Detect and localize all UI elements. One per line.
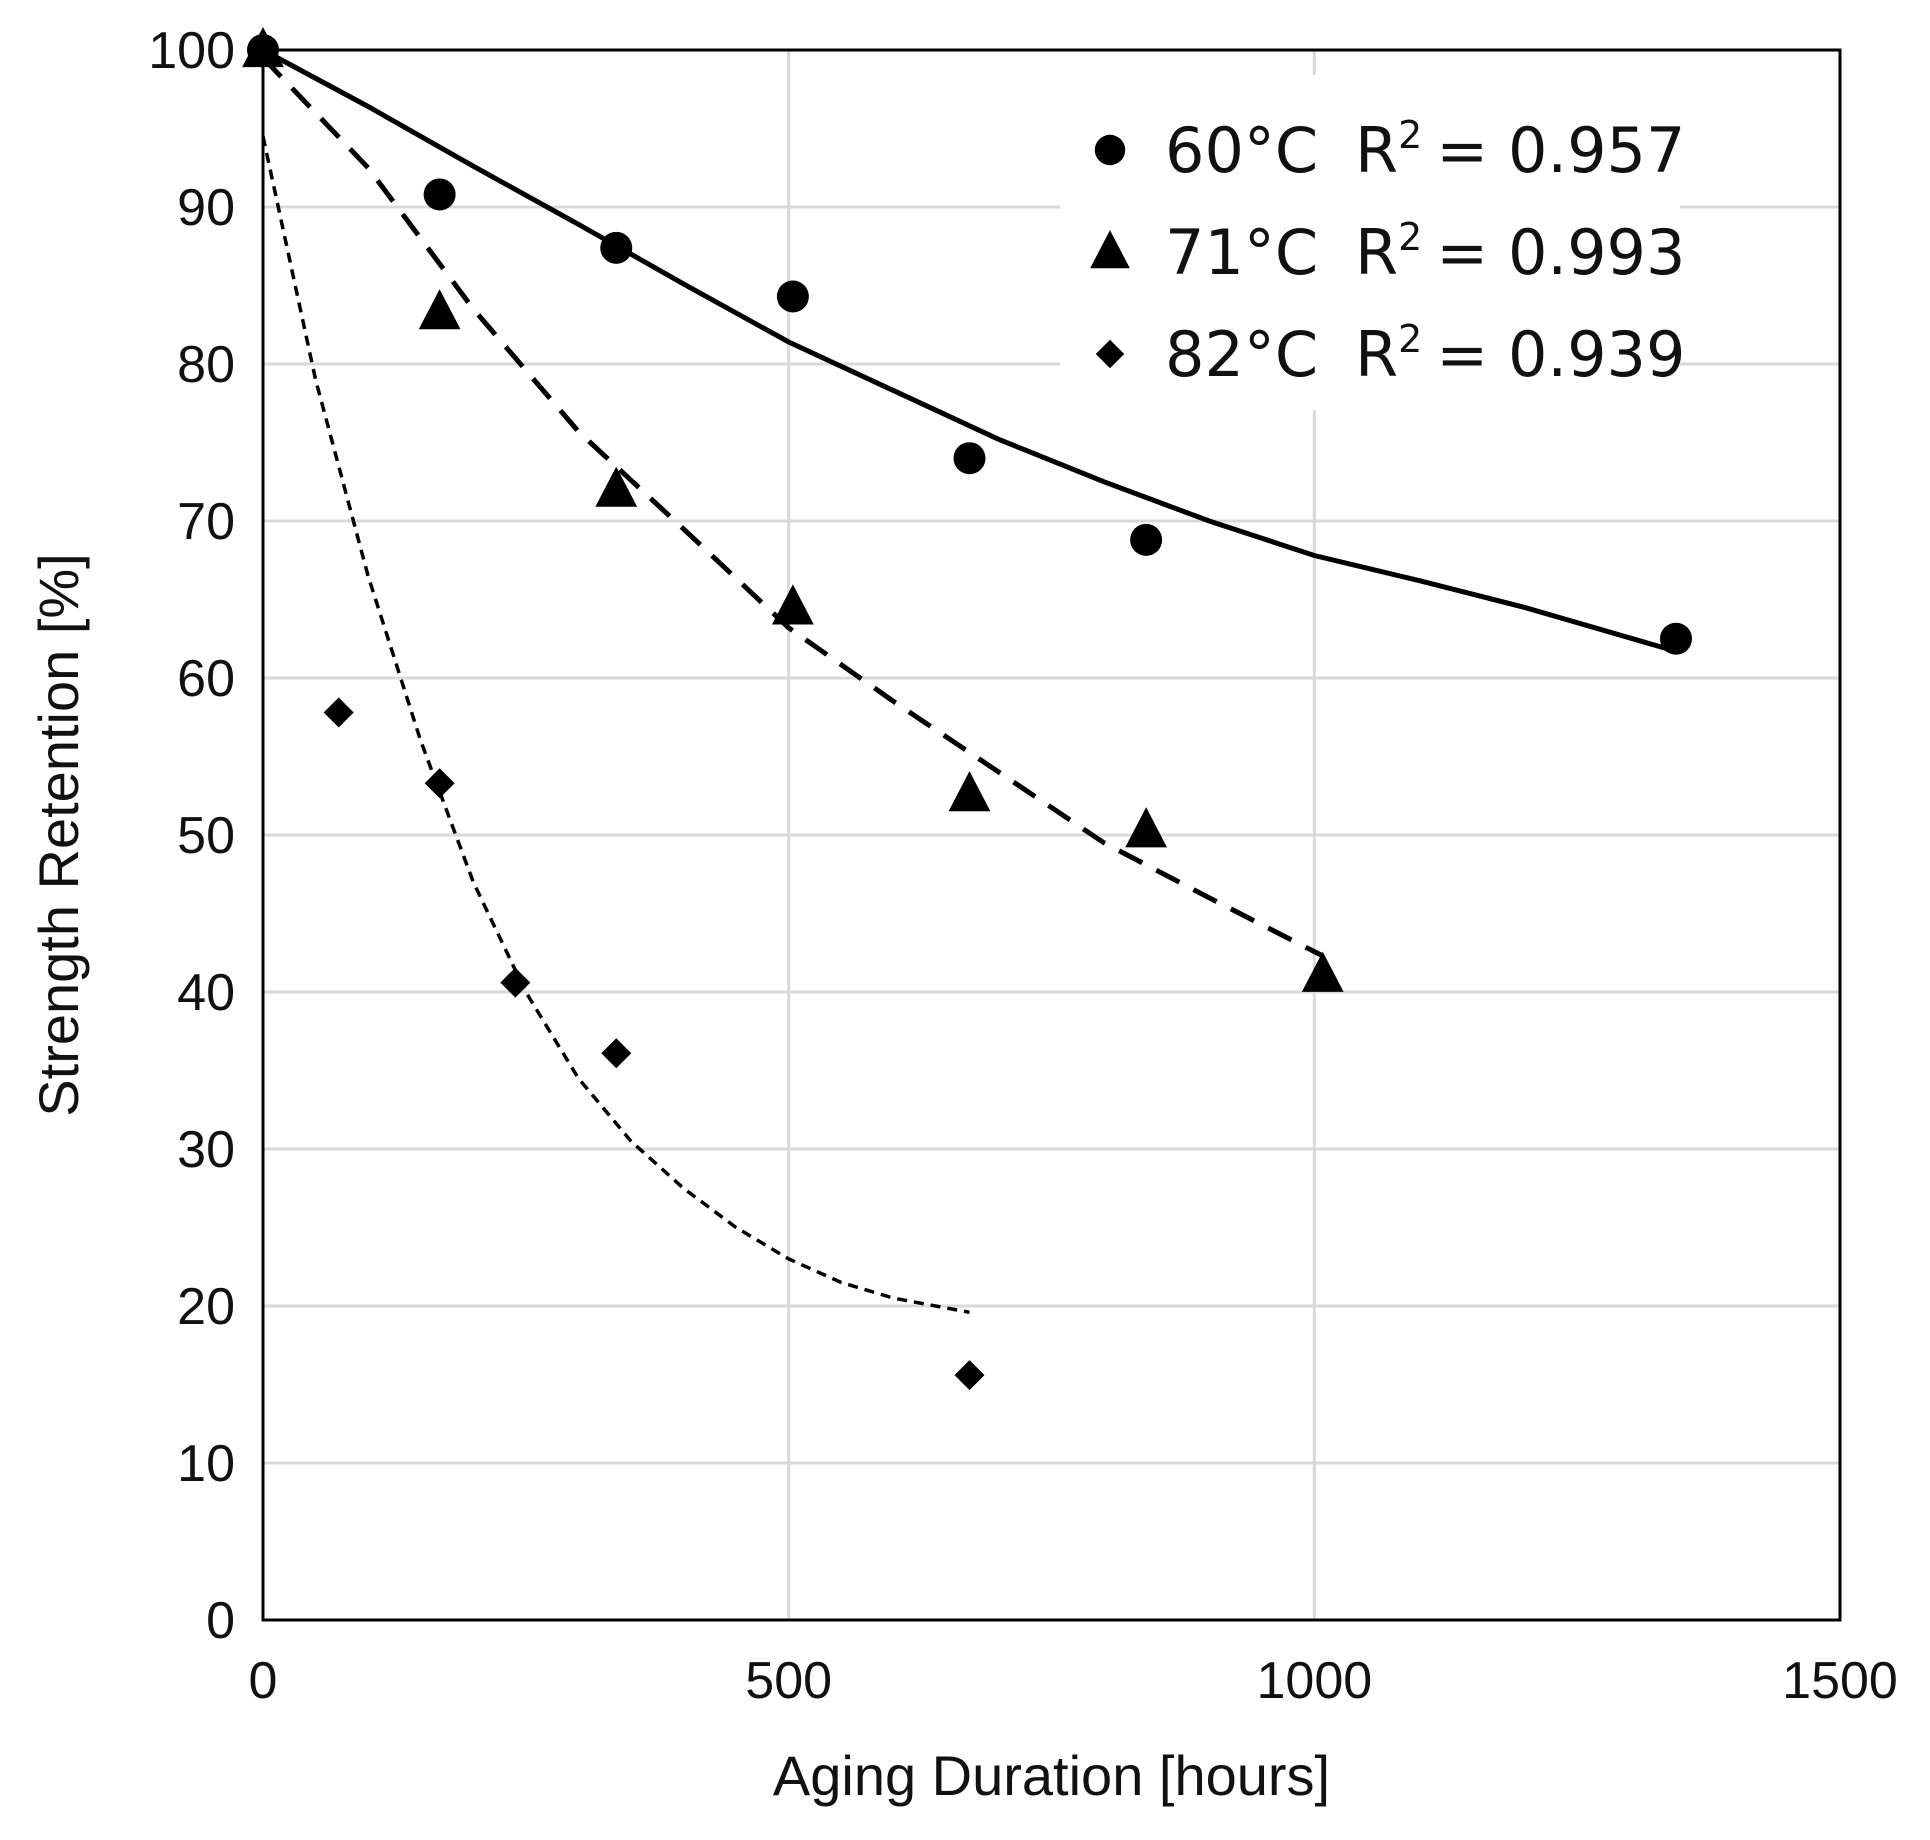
data-point-60c	[953, 442, 986, 475]
data-point-82c	[424, 768, 455, 799]
legend-marker-82c	[1095, 339, 1125, 369]
legend-r2-71c: R2 = 0.993	[1355, 215, 1685, 289]
legend-r2-82c: R2 = 0.939	[1355, 317, 1685, 391]
data-point-71c	[1301, 951, 1344, 992]
trendline-82c	[261, 136, 970, 1315]
y-tick-label: 40	[177, 964, 235, 1022]
data-point-82c	[954, 1360, 985, 1391]
data-point-71c	[948, 771, 991, 812]
data-point-60c	[776, 280, 809, 313]
data-point-82c	[323, 697, 354, 728]
data-points	[242, 27, 1692, 1391]
r2-value: = 0.939	[1436, 318, 1685, 391]
y-tick-label: 100	[148, 22, 235, 80]
r2-symbol: R	[1355, 216, 1398, 289]
r2-value: = 0.993	[1436, 216, 1685, 289]
x-axis-title: Aging Duration [hours]	[773, 1744, 1330, 1807]
x-tick-label: 0	[249, 1652, 278, 1710]
y-tick-label: 90	[177, 179, 235, 237]
data-point-60c	[1130, 523, 1163, 556]
legend-label-82c: 82°C	[1165, 318, 1318, 391]
r2-superscript: 2	[1398, 317, 1422, 361]
x-tick-label: 500	[745, 1652, 832, 1710]
y-tick-label: 80	[177, 336, 235, 394]
y-tick-label: 70	[177, 493, 235, 551]
y-tick-label: 20	[177, 1278, 235, 1336]
legend-background	[1060, 75, 1680, 410]
legend-label-60c: 60°C	[1165, 114, 1318, 187]
trendlines	[261, 47, 1677, 1315]
y-axis-title: Strength Retention [%]	[27, 553, 90, 1116]
r2-symbol: R	[1355, 114, 1398, 187]
r2-superscript: 2	[1398, 113, 1422, 157]
data-point-60c	[423, 178, 456, 211]
y-tick-label: 30	[177, 1121, 235, 1179]
legend-label-71c: 71°C	[1165, 216, 1318, 289]
legend-marker-60c	[1094, 134, 1126, 166]
data-point-82c	[500, 967, 531, 998]
y-tick-label: 50	[177, 807, 235, 865]
legend-r2-60c: R2 = 0.957	[1355, 113, 1685, 187]
data-point-82c	[601, 1038, 632, 1069]
x-tick-label: 1500	[1782, 1652, 1898, 1710]
data-point-71c	[242, 27, 284, 68]
data-point-71c	[418, 289, 461, 330]
x-tick-label: 1000	[1256, 1652, 1372, 1710]
data-point-60c	[600, 231, 633, 264]
y-tick-label: 60	[177, 650, 235, 708]
legend-marker-71c	[1090, 230, 1130, 269]
data-point-71c	[595, 466, 638, 507]
y-tick-label: 0	[206, 1592, 235, 1650]
plot-frame	[261, 48, 1842, 1622]
r2-superscript: 2	[1398, 215, 1422, 259]
y-tick-label: 10	[177, 1435, 235, 1493]
r2-value: = 0.957	[1436, 114, 1685, 187]
trendline-60c	[261, 47, 1677, 654]
r2-symbol: R	[1355, 318, 1398, 391]
data-point-71c	[1125, 807, 1168, 848]
trendline-71c	[261, 56, 1324, 959]
data-point-71c	[771, 584, 814, 625]
data-point-60c	[1659, 622, 1692, 655]
